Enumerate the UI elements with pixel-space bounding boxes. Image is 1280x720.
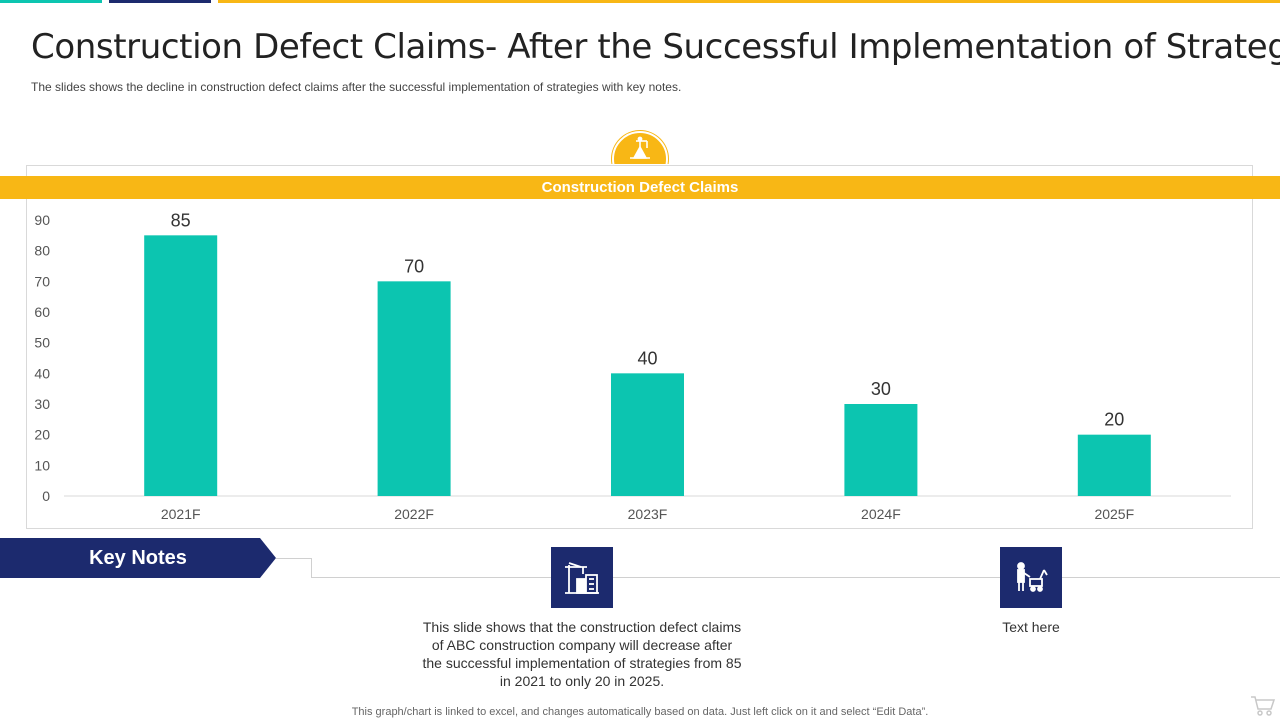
data-label: 70 [404, 256, 424, 276]
bar [377, 281, 451, 496]
x-tick-label: 2021F [161, 506, 201, 522]
key-note-text-1: This slide shows that the construction d… [422, 619, 742, 689]
x-tick-label: 2022F [394, 506, 434, 522]
bar [1077, 434, 1151, 496]
x-tick-label: 2023F [628, 506, 668, 522]
footer-note: This graph/chart is linked to excel, and… [351, 706, 929, 718]
bar [844, 404, 918, 496]
y-tick-label: 10 [34, 457, 50, 473]
y-tick-label: 40 [34, 365, 50, 381]
y-tick-label: 70 [34, 273, 50, 289]
divider-line [276, 558, 312, 559]
data-label: 40 [637, 348, 657, 368]
divider-line [311, 558, 312, 578]
bar [611, 373, 684, 496]
key-notes-label: Key Notes [89, 547, 187, 569]
divider-line [311, 577, 1280, 578]
data-label: 85 [171, 210, 191, 230]
data-label: 20 [1104, 410, 1124, 430]
y-tick-label: 60 [34, 304, 50, 320]
key-note-text-2: Text here [1002, 619, 1060, 635]
page-title: Construction Defect Claims- After the Su… [31, 27, 1280, 67]
chart-title: Construction Defect Claims [0, 176, 1280, 199]
y-tick-label: 0 [42, 488, 50, 504]
x-tick-label: 2025F [1094, 506, 1134, 522]
worker-excavator-icon [1000, 547, 1062, 608]
y-tick-label: 30 [34, 396, 50, 412]
accent-bar-navy [109, 0, 211, 3]
y-tick-label: 20 [34, 427, 50, 443]
y-tick-label: 80 [34, 243, 50, 259]
cart-icon [1251, 696, 1276, 716]
accent-bar-gold [218, 0, 1280, 3]
bar [144, 235, 218, 497]
y-tick-label: 50 [34, 335, 50, 351]
y-tick-label: 90 [34, 212, 50, 228]
page-subtitle: The slides shows the decline in construc… [31, 80, 682, 94]
x-tick-label: 2024F [861, 506, 901, 522]
accent-bar-teal [0, 0, 102, 3]
key-notes-banner: Key Notes [0, 538, 276, 578]
bar-chart: 0 10 20 30 40 50 60 70 80 90 85 2021F 70 2022F 40 2023F… [34, 210, 1231, 522]
crane-badge-icon [630, 136, 650, 159]
construction-badge [609, 128, 671, 164]
crane-building-icon [551, 547, 613, 608]
data-label: 30 [871, 379, 891, 399]
